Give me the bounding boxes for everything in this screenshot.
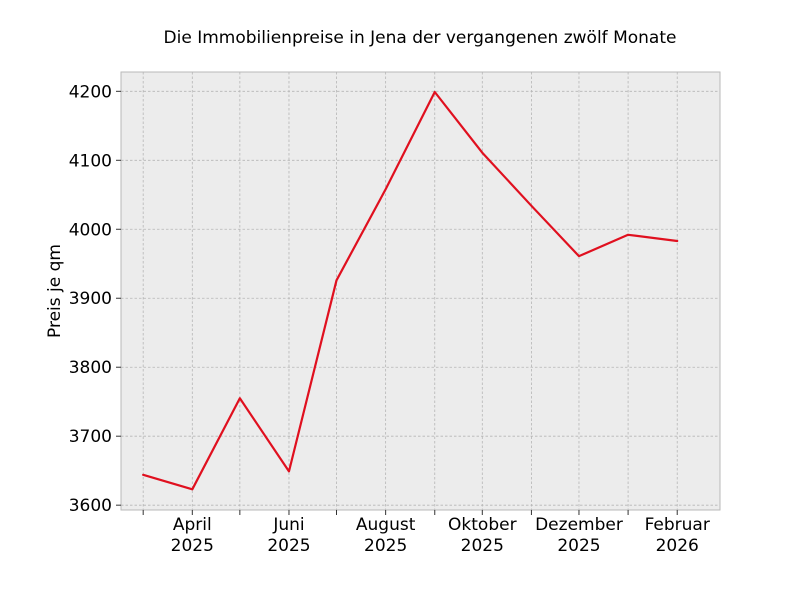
y-tick-label: 4200 [69, 82, 112, 102]
y-tick-label: 4000 [69, 220, 112, 240]
y-tick-label: 3900 [69, 289, 112, 309]
y-tick-label: 3800 [69, 358, 112, 378]
y-axis-label: Preis je qm [45, 244, 65, 338]
grid-lines [121, 72, 720, 510]
x-tick-label-year: 2025 [267, 536, 310, 556]
x-tick-label-month: April [173, 515, 212, 535]
data-series [142, 90, 679, 491]
y-tick-label: 3600 [69, 496, 112, 516]
x-tick-label-month: August [356, 515, 416, 535]
y-tick-label: 4100 [69, 151, 112, 171]
x-tick-label-year: 2026 [656, 536, 699, 556]
x-tick-label-month: Oktober [448, 515, 517, 535]
y-axis: 3600 3700 3800 3900 4000 4100 4200 [69, 82, 121, 516]
x-tick-label-month: Dezember [535, 515, 623, 535]
x-axis: April2025Juni2025August2025Oktober2025De… [142, 510, 710, 556]
x-tick-label-year: 2025 [461, 536, 504, 556]
y-tick-label: 3700 [69, 427, 112, 447]
x-tick-label-month: Juni [272, 515, 304, 535]
x-tick-label-year: 2025 [364, 536, 407, 556]
plot-area [120, 71, 721, 511]
x-tick-label-year: 2025 [557, 536, 600, 556]
chart-title: Die Immobilienpreise in Jena der vergang… [164, 28, 677, 48]
x-tick-label-year: 2025 [171, 536, 214, 556]
x-tick-label-month: Februar [645, 515, 710, 535]
series-line [142, 90, 679, 491]
